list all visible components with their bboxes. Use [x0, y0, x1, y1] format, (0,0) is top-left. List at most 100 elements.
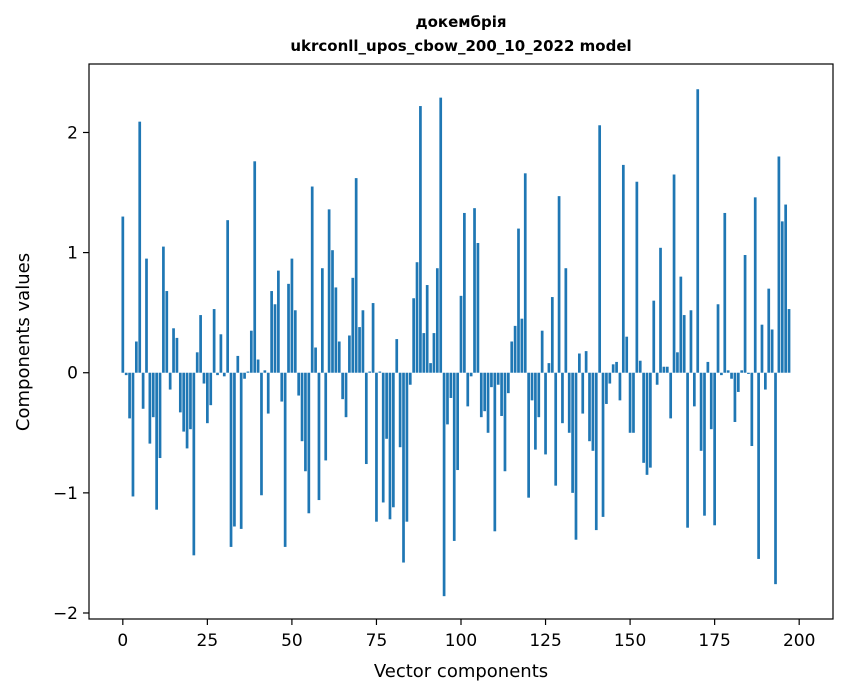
plot-frame: [88, 63, 834, 620]
bar: [466, 372, 470, 407]
bar: [750, 372, 754, 447]
bar: [486, 372, 490, 433]
bar: [263, 370, 267, 373]
bar: [388, 372, 392, 520]
bar: [337, 341, 341, 373]
bar: [696, 89, 700, 373]
bar: [158, 372, 162, 459]
bar: [317, 372, 321, 501]
bar: [175, 337, 179, 373]
bar: [253, 161, 257, 373]
bar: [605, 372, 608, 404]
bar: [787, 309, 791, 373]
bar: [665, 366, 669, 373]
bar: [662, 366, 666, 373]
bar: [395, 339, 399, 373]
bar: [300, 372, 304, 442]
bar: [686, 372, 689, 528]
bar: [767, 288, 771, 373]
bar: [425, 285, 429, 373]
bar: [412, 298, 416, 373]
bar: [774, 372, 777, 585]
bar: [422, 333, 426, 373]
bar: [375, 372, 378, 522]
bar: [145, 258, 148, 373]
bar: [632, 372, 635, 433]
x-axis-ticks: 0 25 50 75 100 125 150 175 200: [117, 619, 815, 651]
bar: [446, 372, 449, 425]
bar: [351, 277, 355, 373]
bar: [202, 372, 206, 384]
bar: [649, 372, 652, 468]
bar: [716, 304, 720, 373]
bar: [219, 334, 223, 373]
x-tick-label: 25: [197, 631, 219, 651]
bar: [520, 318, 524, 373]
bar: [638, 360, 642, 373]
bar: [723, 212, 727, 373]
bar: [162, 246, 165, 373]
bar: [503, 372, 507, 472]
bar: [757, 372, 760, 559]
bar: [209, 372, 213, 406]
x-tick-label: 0: [117, 631, 128, 651]
bar: [764, 372, 767, 390]
bar: [192, 372, 196, 556]
bar: [402, 372, 405, 563]
bar: [720, 372, 723, 376]
bar: [740, 370, 744, 373]
bar: [537, 372, 541, 418]
bar: [588, 372, 591, 442]
bar: [692, 372, 696, 407]
bar: [527, 372, 530, 498]
bar: [659, 247, 662, 373]
bar: [479, 372, 483, 418]
bar: [371, 303, 375, 373]
bar: [483, 372, 487, 412]
bar: [189, 372, 192, 430]
y-axis-ticks: −2 −1 0 1 2: [53, 123, 89, 624]
bar: [236, 355, 240, 373]
bar: [419, 106, 422, 373]
bar: [243, 372, 246, 379]
bar: [473, 208, 476, 373]
bar: [273, 304, 277, 373]
bar: [496, 372, 500, 385]
bar: [266, 372, 270, 414]
bar: [530, 372, 534, 401]
bar: [672, 174, 676, 373]
bar: [260, 372, 263, 496]
bar: [341, 372, 344, 400]
x-tick-label: 50: [281, 631, 303, 651]
bar: [206, 372, 209, 424]
bar: [490, 372, 493, 388]
bar: [611, 364, 615, 373]
bar: [331, 250, 334, 373]
bar: [591, 372, 595, 451]
bar: [534, 372, 537, 450]
bar: [635, 181, 639, 373]
bar: [456, 372, 459, 471]
bar: [784, 204, 788, 373]
bar: [178, 372, 182, 413]
bar: [320, 268, 324, 373]
bar: [165, 291, 169, 373]
bar: [121, 216, 125, 373]
bar: [280, 372, 284, 402]
bar: [405, 372, 409, 522]
bar: [676, 352, 679, 373]
bar: [216, 372, 219, 376]
x-tick-label: 150: [614, 631, 646, 651]
bar: [540, 330, 544, 373]
bar: [550, 297, 554, 373]
bar: [601, 372, 605, 517]
bar: [199, 315, 202, 373]
bar: [500, 372, 503, 416]
bar: [432, 333, 436, 373]
bar: [652, 300, 656, 373]
bar: [368, 371, 372, 373]
bar: [229, 372, 233, 547]
x-tick-label: 125: [529, 631, 561, 651]
bar: [293, 310, 297, 373]
bar: [621, 164, 625, 373]
